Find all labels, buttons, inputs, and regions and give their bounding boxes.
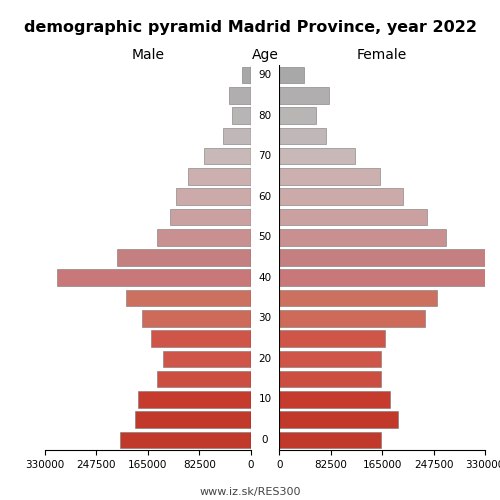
Bar [280,229,446,246]
Bar [280,249,488,266]
Bar [280,330,386,347]
Text: 20: 20 [258,354,272,364]
Bar [138,391,250,407]
Title: Age: Age [252,48,278,62]
Text: 10: 10 [258,394,272,404]
Bar [204,148,250,164]
Bar [280,350,381,367]
Bar [280,148,355,164]
Text: 60: 60 [258,192,272,202]
Bar [164,350,250,367]
Bar [280,290,437,306]
Text: www.iz.sk/RES300: www.iz.sk/RES300 [199,488,301,498]
Bar [280,432,381,448]
Bar [136,412,250,428]
Bar [58,270,250,286]
Bar [280,391,390,407]
Title: Male: Male [132,48,164,62]
Bar [280,87,329,104]
Bar [280,168,380,185]
Bar [157,229,250,246]
Text: 90: 90 [258,70,272,80]
Bar [126,290,250,306]
Text: demographic pyramid Madrid Province, year 2022: demographic pyramid Madrid Province, yea… [24,20,476,35]
Bar [157,371,250,388]
Text: 40: 40 [258,273,272,283]
Title: Female: Female [357,48,408,62]
Bar [280,208,427,226]
Bar [176,188,250,205]
Bar [280,310,424,326]
Bar [222,128,250,144]
Bar [242,67,250,84]
Bar [229,87,250,104]
Text: 50: 50 [258,232,272,242]
Bar [232,108,250,124]
Bar [120,432,250,448]
Bar [170,208,250,226]
Bar [280,270,487,286]
Text: 0: 0 [262,435,268,445]
Bar [280,188,403,205]
Bar [280,371,381,388]
Bar [188,168,250,185]
Bar [116,249,250,266]
Text: 80: 80 [258,110,272,120]
Bar [280,67,304,84]
Text: 30: 30 [258,314,272,324]
Bar [142,310,250,326]
Bar [280,128,326,144]
Bar [151,330,250,347]
Bar [280,108,316,124]
Text: 70: 70 [258,151,272,161]
Bar [280,412,398,428]
